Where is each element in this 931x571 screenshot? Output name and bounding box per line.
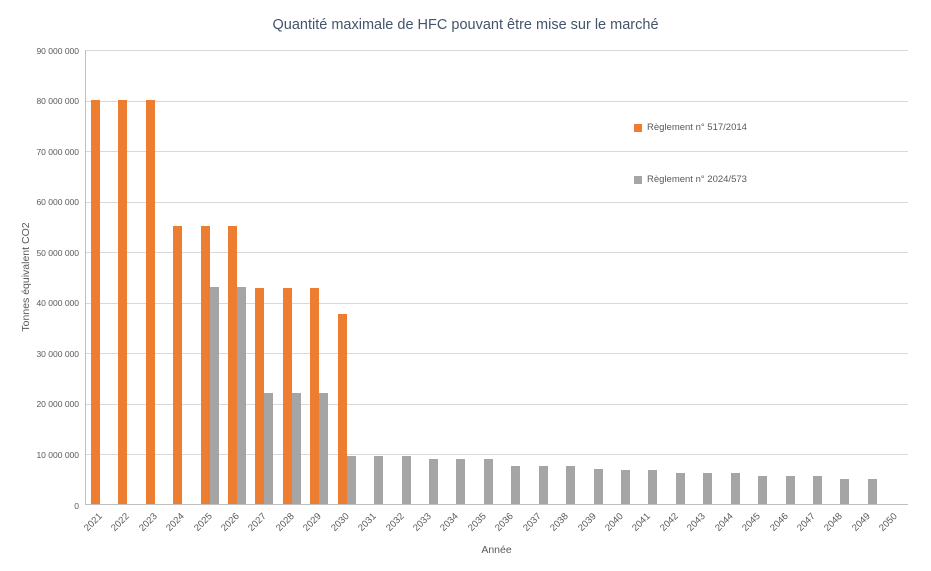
y-tick-label: 20 000 000 xyxy=(36,399,79,410)
x-axis-title: Année xyxy=(481,544,512,556)
bar-2044-series-reglement-2024-573 xyxy=(730,472,740,504)
gridline xyxy=(86,353,908,355)
bar-2043-series-reglement-2024-573 xyxy=(703,472,713,504)
bar-2036-series-reglement-2024-573 xyxy=(511,466,521,504)
gridline xyxy=(86,201,908,203)
bar-2047-series-reglement-2024-573 xyxy=(813,476,822,504)
y-tick-label: 60 000 000 xyxy=(36,197,79,208)
bar-2026-series-reglement-517-2014 xyxy=(227,225,237,504)
gridline xyxy=(86,252,908,254)
bar-2033-series-reglement-2024-573 xyxy=(428,458,438,504)
bar-2041-series-reglement-2024-573 xyxy=(648,469,658,504)
chart-title: Quantité maximale de HFC pouvant être mi… xyxy=(272,17,659,33)
bar-2030-series-reglement-2024-573 xyxy=(346,456,356,504)
bar-2028-series-reglement-2024-573 xyxy=(291,392,301,504)
bar-2025-series-reglement-2024-573 xyxy=(209,286,219,504)
bar-2040-series-reglement-2024-573 xyxy=(621,469,630,504)
bar-2029-series-reglement-2024-573 xyxy=(319,392,329,504)
gridline xyxy=(86,100,908,102)
legend-label-reglement-2024-573: Règlement n° 2024/573 xyxy=(647,174,747,185)
bar-2030-series-reglement-517-2014 xyxy=(337,314,347,504)
bar-2048-series-reglement-2024-573 xyxy=(840,478,850,504)
y-tick-label: 40 000 000 xyxy=(36,298,79,309)
bar-2035-series-reglement-2024-573 xyxy=(483,458,493,504)
legend-swatch-orange xyxy=(634,123,642,132)
bar-2037-series-reglement-2024-573 xyxy=(538,466,548,504)
y-tick-label: 80 000 000 xyxy=(36,96,79,107)
bar-2031-series-reglement-2024-573 xyxy=(374,456,383,504)
bar-2034-series-reglement-2024-573 xyxy=(456,458,466,504)
bar-2042-series-reglement-2024-573 xyxy=(675,472,685,504)
bar-2022-series-reglement-517-2014 xyxy=(118,99,128,504)
gridline xyxy=(86,403,908,405)
legend-label-reglement-517-2014: Règlement n° 517/2014 xyxy=(647,122,747,133)
plot-area: Règlement n° 517/2014 Règlement n° 2024/… xyxy=(85,50,908,505)
bar-2046-series-reglement-2024-573 xyxy=(785,476,795,504)
bar-2049-series-reglement-2024-573 xyxy=(867,478,877,504)
y-tick-label: 0 xyxy=(74,500,79,511)
bar-2021-series-reglement-517-2014 xyxy=(90,99,100,504)
bar-2045-series-reglement-2024-573 xyxy=(758,476,768,504)
gridline xyxy=(86,151,908,153)
y-axis-tick-labels: 0 10 000 000 20 000 000 30 000 000 40 000 00… xyxy=(0,46,79,511)
bar-2024-series-reglement-517-2014 xyxy=(173,225,182,504)
legend-swatch-gray xyxy=(634,175,642,184)
bar-2032-series-reglement-2024-573 xyxy=(401,456,411,504)
legend-item-reglement-2024-573: Règlement n° 2024/573 xyxy=(634,174,747,185)
y-tick-label: 90 000 000 xyxy=(36,45,79,56)
bar-2038-series-reglement-2024-573 xyxy=(566,466,576,504)
gridline xyxy=(86,50,908,51)
y-tick-label: 30 000 000 xyxy=(36,348,79,359)
bar-2023-series-reglement-517-2014 xyxy=(145,99,155,504)
bar-2027-series-reglement-2024-573 xyxy=(264,392,274,504)
bar-2026-series-reglement-2024-573 xyxy=(236,286,246,504)
gridline xyxy=(86,302,908,304)
y-tick-label: 10 000 000 xyxy=(36,449,79,460)
bar-2028-series-reglement-517-2014 xyxy=(282,287,292,504)
bar-2039-series-reglement-2024-573 xyxy=(593,469,603,504)
gridline xyxy=(86,454,908,456)
legend: Règlement n° 517/2014 Règlement n° 2024/… xyxy=(634,122,747,226)
bar-2029-series-reglement-517-2014 xyxy=(310,287,320,504)
y-tick-label: 50 000 000 xyxy=(36,247,79,258)
legend-item-reglement-517-2014: Règlement n° 517/2014 xyxy=(634,122,747,133)
y-tick-label: 70 000 000 xyxy=(36,146,79,157)
bar-2027-series-reglement-517-2014 xyxy=(255,287,265,504)
bar-2025-series-reglement-517-2014 xyxy=(200,225,210,504)
